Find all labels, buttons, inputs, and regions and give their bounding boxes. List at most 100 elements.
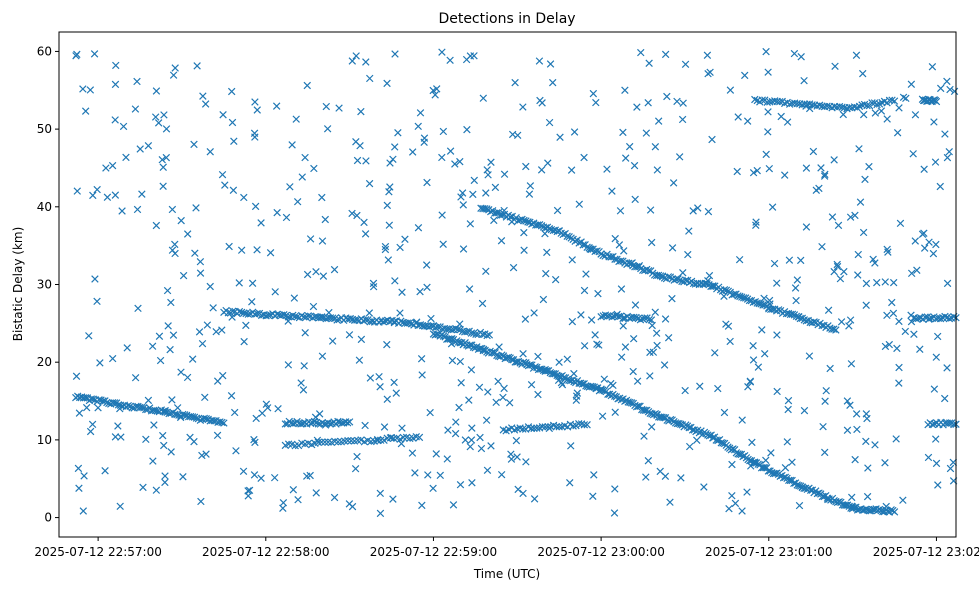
- clutter-point: [881, 458, 889, 467]
- clutter-point: [139, 483, 147, 492]
- clutter-point: [949, 458, 958, 467]
- track-point: [921, 313, 929, 321]
- clutter-point: [353, 156, 362, 165]
- clutter-point: [284, 361, 293, 369]
- clutter-point: [629, 334, 638, 343]
- clutter-point: [619, 128, 627, 137]
- y-tick-label: 50: [37, 122, 52, 136]
- clutter-point: [833, 260, 841, 269]
- track-point: [359, 317, 368, 325]
- track-point: [103, 398, 111, 407]
- track-point: [264, 311, 273, 319]
- track-point: [736, 292, 744, 301]
- clutter-point: [466, 442, 474, 451]
- y-tick-label: 30: [37, 278, 52, 292]
- track-point: [504, 353, 513, 362]
- clutter-point: [668, 244, 677, 252]
- clutter-point: [920, 229, 928, 237]
- clutter-point: [505, 399, 514, 407]
- clutter-point: [646, 348, 654, 357]
- clutter-point: [570, 128, 579, 136]
- clutter-point: [240, 193, 248, 202]
- clutter-point: [848, 493, 856, 502]
- clutter-point: [647, 423, 656, 431]
- track-point: [508, 355, 516, 364]
- track-point: [452, 324, 460, 333]
- clutter-point: [764, 108, 772, 116]
- clutter-point: [235, 279, 243, 287]
- track-point: [890, 97, 899, 105]
- clutter-point: [845, 322, 853, 330]
- clutter-point: [620, 247, 628, 255]
- clutter-point: [250, 435, 258, 444]
- clutter-point: [239, 467, 248, 476]
- clutter-point: [507, 450, 515, 458]
- track-point: [848, 503, 857, 511]
- track-point: [607, 253, 615, 261]
- clutter-point: [500, 384, 508, 393]
- clutter-point: [527, 380, 536, 389]
- clutter-point: [907, 80, 916, 88]
- track-point: [890, 508, 899, 516]
- clutter-point: [82, 403, 91, 412]
- track-point: [703, 279, 711, 288]
- clutter-point: [909, 150, 917, 158]
- clutter-point: [431, 91, 439, 99]
- clutter-point: [629, 367, 637, 376]
- clutter-point: [932, 240, 940, 249]
- clutter-point: [168, 205, 177, 214]
- clutter-point: [555, 358, 563, 366]
- clutter-point: [353, 211, 361, 220]
- clutter-point: [482, 189, 490, 197]
- clutter-point: [509, 263, 518, 272]
- track-point: [625, 259, 633, 267]
- track-point: [280, 310, 288, 319]
- clutter-point: [869, 255, 877, 264]
- clutter-point: [642, 473, 650, 481]
- clutter-point: [743, 488, 751, 496]
- clutter-point: [230, 408, 239, 417]
- clutter-point: [475, 383, 484, 392]
- clutter-point: [397, 439, 406, 448]
- clutter-point: [513, 453, 521, 461]
- clutter-point: [910, 330, 918, 339]
- track-point: [240, 309, 248, 317]
- clutter-point: [429, 484, 437, 493]
- clutter-point: [362, 58, 370, 66]
- clutter-point: [91, 275, 99, 283]
- clutter-point: [426, 408, 434, 417]
- clutter-point: [821, 448, 829, 457]
- clutter-point: [206, 282, 214, 291]
- track-point: [427, 322, 435, 330]
- clutter-point: [206, 147, 214, 156]
- track-point: [317, 313, 326, 322]
- clutter-point: [654, 117, 663, 125]
- track-point: [192, 414, 201, 422]
- clutter-point: [273, 208, 281, 217]
- clutter-point: [726, 337, 734, 346]
- clutter-point: [556, 133, 564, 141]
- clutter-point: [171, 240, 179, 249]
- clutter-point: [300, 362, 308, 370]
- clutter-point: [365, 179, 374, 188]
- clutter-point: [881, 342, 890, 351]
- track-point: [99, 397, 107, 405]
- clutter-point: [731, 499, 740, 508]
- track-point: [583, 421, 591, 429]
- clutter-point: [103, 193, 112, 201]
- track-point: [317, 313, 326, 321]
- clutter-point: [770, 259, 779, 268]
- clutter-point: [96, 359, 104, 367]
- clutter-point: [218, 326, 226, 334]
- clutter-point: [617, 353, 626, 361]
- clutter-point: [580, 153, 588, 162]
- clutter-point: [385, 221, 394, 229]
- clutter-point: [168, 246, 177, 254]
- clutter-point: [111, 80, 120, 89]
- clutter-point: [711, 349, 719, 357]
- clutter-point: [594, 289, 602, 298]
- clutter-point: [800, 76, 808, 85]
- clutter-point: [102, 164, 110, 172]
- clutter-point: [765, 164, 774, 173]
- clutter-point: [631, 301, 640, 309]
